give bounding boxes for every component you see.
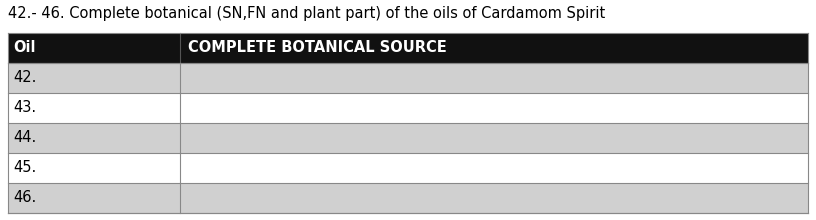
Text: 46.: 46. xyxy=(13,191,36,205)
Bar xyxy=(8,183,180,213)
Bar xyxy=(180,153,808,183)
Text: 45.: 45. xyxy=(13,161,36,176)
Bar xyxy=(180,123,808,153)
Bar xyxy=(8,123,180,153)
Bar xyxy=(180,183,808,213)
Bar xyxy=(180,63,808,93)
Text: 42.: 42. xyxy=(13,70,37,86)
Text: Oil: Oil xyxy=(13,40,36,55)
Bar xyxy=(8,33,808,63)
Text: 43.: 43. xyxy=(13,101,36,116)
Text: COMPLETE BOTANICAL SOURCE: COMPLETE BOTANICAL SOURCE xyxy=(188,40,446,55)
Bar xyxy=(8,93,180,123)
Bar xyxy=(8,63,180,93)
Text: 44.: 44. xyxy=(13,130,36,145)
Bar xyxy=(8,153,180,183)
Bar xyxy=(180,93,808,123)
Text: 42.- 46. Complete botanical (SN,FN and plant part) of the oils of Cardamom Spiri: 42.- 46. Complete botanical (SN,FN and p… xyxy=(8,6,605,21)
